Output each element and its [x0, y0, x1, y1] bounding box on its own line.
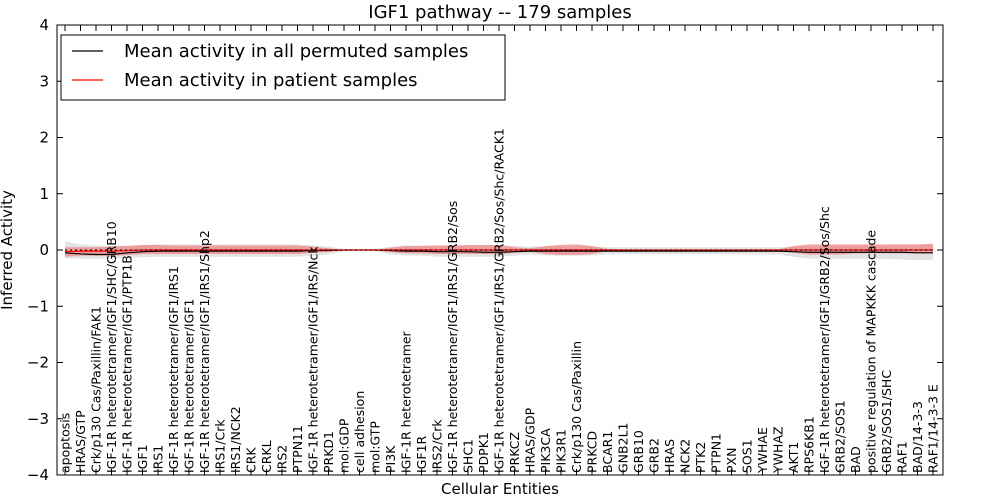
- category-label: SOS1: [740, 439, 755, 473]
- category-label: YWHAE: [755, 427, 770, 474]
- patient-mean-line: [64, 249, 933, 253]
- category-label: PTPN11: [290, 425, 305, 473]
- category-label: IGF-1R heterotetramer/IGF1: [182, 299, 197, 473]
- category-label: HRAS/GTP: [73, 410, 88, 473]
- category-label: mol:GDP: [337, 418, 352, 473]
- category-label: IGF-1R heterotetramer/IGF1/SHC/GRB10: [104, 221, 119, 473]
- category-label: CRK: [244, 447, 259, 473]
- category-label: PI3K: [383, 445, 398, 473]
- category-label: PIK3R1: [554, 429, 569, 473]
- category-label: BCAR1: [600, 431, 615, 473]
- category-label: apoptosis: [58, 413, 73, 473]
- category-label: IGF-1R heterotetramer/IGF1/GRB2/Sos/Shc: [817, 206, 832, 473]
- category-label-layer: apoptosis HRAS/GTP Crk/p130 Cas/Paxillin/F…: [58, 128, 941, 474]
- category-label: PDPK1: [476, 432, 491, 473]
- y-tick-label: −1: [27, 297, 49, 315]
- y-tick-label: −3: [27, 410, 49, 428]
- category-label: positive regulation of MAPKKK cascade: [864, 230, 879, 473]
- y-tick-label: 1: [39, 185, 49, 203]
- category-label: SHC1: [461, 439, 476, 473]
- y-tick-label: 3: [39, 72, 49, 90]
- category-label: IRS1/Crk: [213, 419, 228, 473]
- legend: Mean activity in all permuted samples Me…: [60, 34, 506, 101]
- category-label: IGF-1R heterotetramer/IGF1/IRS1: [166, 266, 181, 473]
- y-tick-label: 4: [39, 16, 49, 34]
- category-label: IGF1: [135, 444, 150, 473]
- y-tick-label: 2: [39, 129, 49, 147]
- category-label: IGF-1R heterotetramer/IGF1/IRS1/GRB2/Sos…: [492, 128, 507, 473]
- category-label: IRS1/NCK2: [228, 406, 243, 473]
- x-axis-label: Cellular Entities: [441, 480, 559, 498]
- category-label: AKT1: [786, 442, 801, 473]
- category-label: YWHAZ: [771, 426, 786, 474]
- category-label: GRB2/SOS1: [833, 400, 848, 473]
- permuted-mean-line: [64, 249, 933, 256]
- category-label: PTK2: [693, 442, 708, 473]
- category-label: CRKL: [259, 440, 274, 473]
- category-label: PTPN1: [709, 433, 724, 473]
- category-label: Crk/p130 Cas/Paxillin: [569, 341, 584, 473]
- category-label: PIK3CA: [538, 428, 553, 473]
- category-label: Crk/p130 Cas/Paxillin/FAK1: [89, 306, 104, 473]
- category-label: IGF-1R heterotetramer/IGF1/IRS/Nck: [306, 246, 321, 473]
- category-label: IGF-1R heterotetramer/IGF1/IRS1/Shp2: [197, 230, 212, 473]
- category-label: BAD/14-3-3: [910, 401, 925, 473]
- category-label: BAD: [848, 446, 863, 473]
- category-label: IGF-1R heterotetramer: [399, 330, 414, 473]
- category-label: PRKCD: [585, 431, 600, 473]
- category-label: NCK2: [678, 439, 693, 473]
- legend-entry-permuted: Mean activity in all permuted samples: [124, 41, 468, 62]
- category-label: IGF1R: [414, 435, 429, 473]
- legend-box: [60, 34, 506, 101]
- category-label: IRS1: [151, 445, 166, 473]
- chart-title: IGF1 pathway -- 179 samples: [368, 2, 631, 23]
- category-label: mol:GTP: [368, 421, 383, 473]
- y-tick-label: 0: [39, 241, 49, 259]
- category-label: cell adhesion: [352, 391, 367, 473]
- tick-layer: 4 3 2 1 0 −1 −2 −3 −4: [27, 16, 943, 484]
- category-label: IGF-1R heterotetramer/IGF1/PTP1B: [120, 255, 135, 473]
- category-label: IRS2/Crk: [430, 419, 445, 473]
- category-label: GRB2: [647, 438, 662, 473]
- y-tick-label: −2: [27, 354, 49, 372]
- category-label: HRAS: [662, 439, 677, 473]
- line-layer: [64, 249, 933, 256]
- category-label: HRAS/GDP: [523, 407, 538, 473]
- y-axis-label: Inferred Activity: [0, 190, 16, 310]
- category-label: PXN: [724, 448, 739, 473]
- legend-entry-patient: Mean activity in patient samples: [124, 70, 418, 91]
- y-tick-label: −4: [27, 466, 49, 484]
- category-label: IGF-1R heterotetramer/IGF1/IRS1/GRB2/Sos: [445, 201, 460, 473]
- category-label: IRS2: [275, 445, 290, 473]
- category-label: RAF1/14-3-3 E: [926, 384, 941, 473]
- category-label: RAF1: [895, 441, 910, 473]
- category-label: PRKCZ: [507, 432, 522, 473]
- category-label: GNB2L1: [616, 423, 631, 473]
- category-label: PRKD1: [321, 431, 336, 473]
- category-label: GRB2/SOS1/SHC: [879, 370, 894, 473]
- category-label: RPS6KB1: [802, 416, 817, 473]
- category-label: GRB10: [631, 430, 646, 473]
